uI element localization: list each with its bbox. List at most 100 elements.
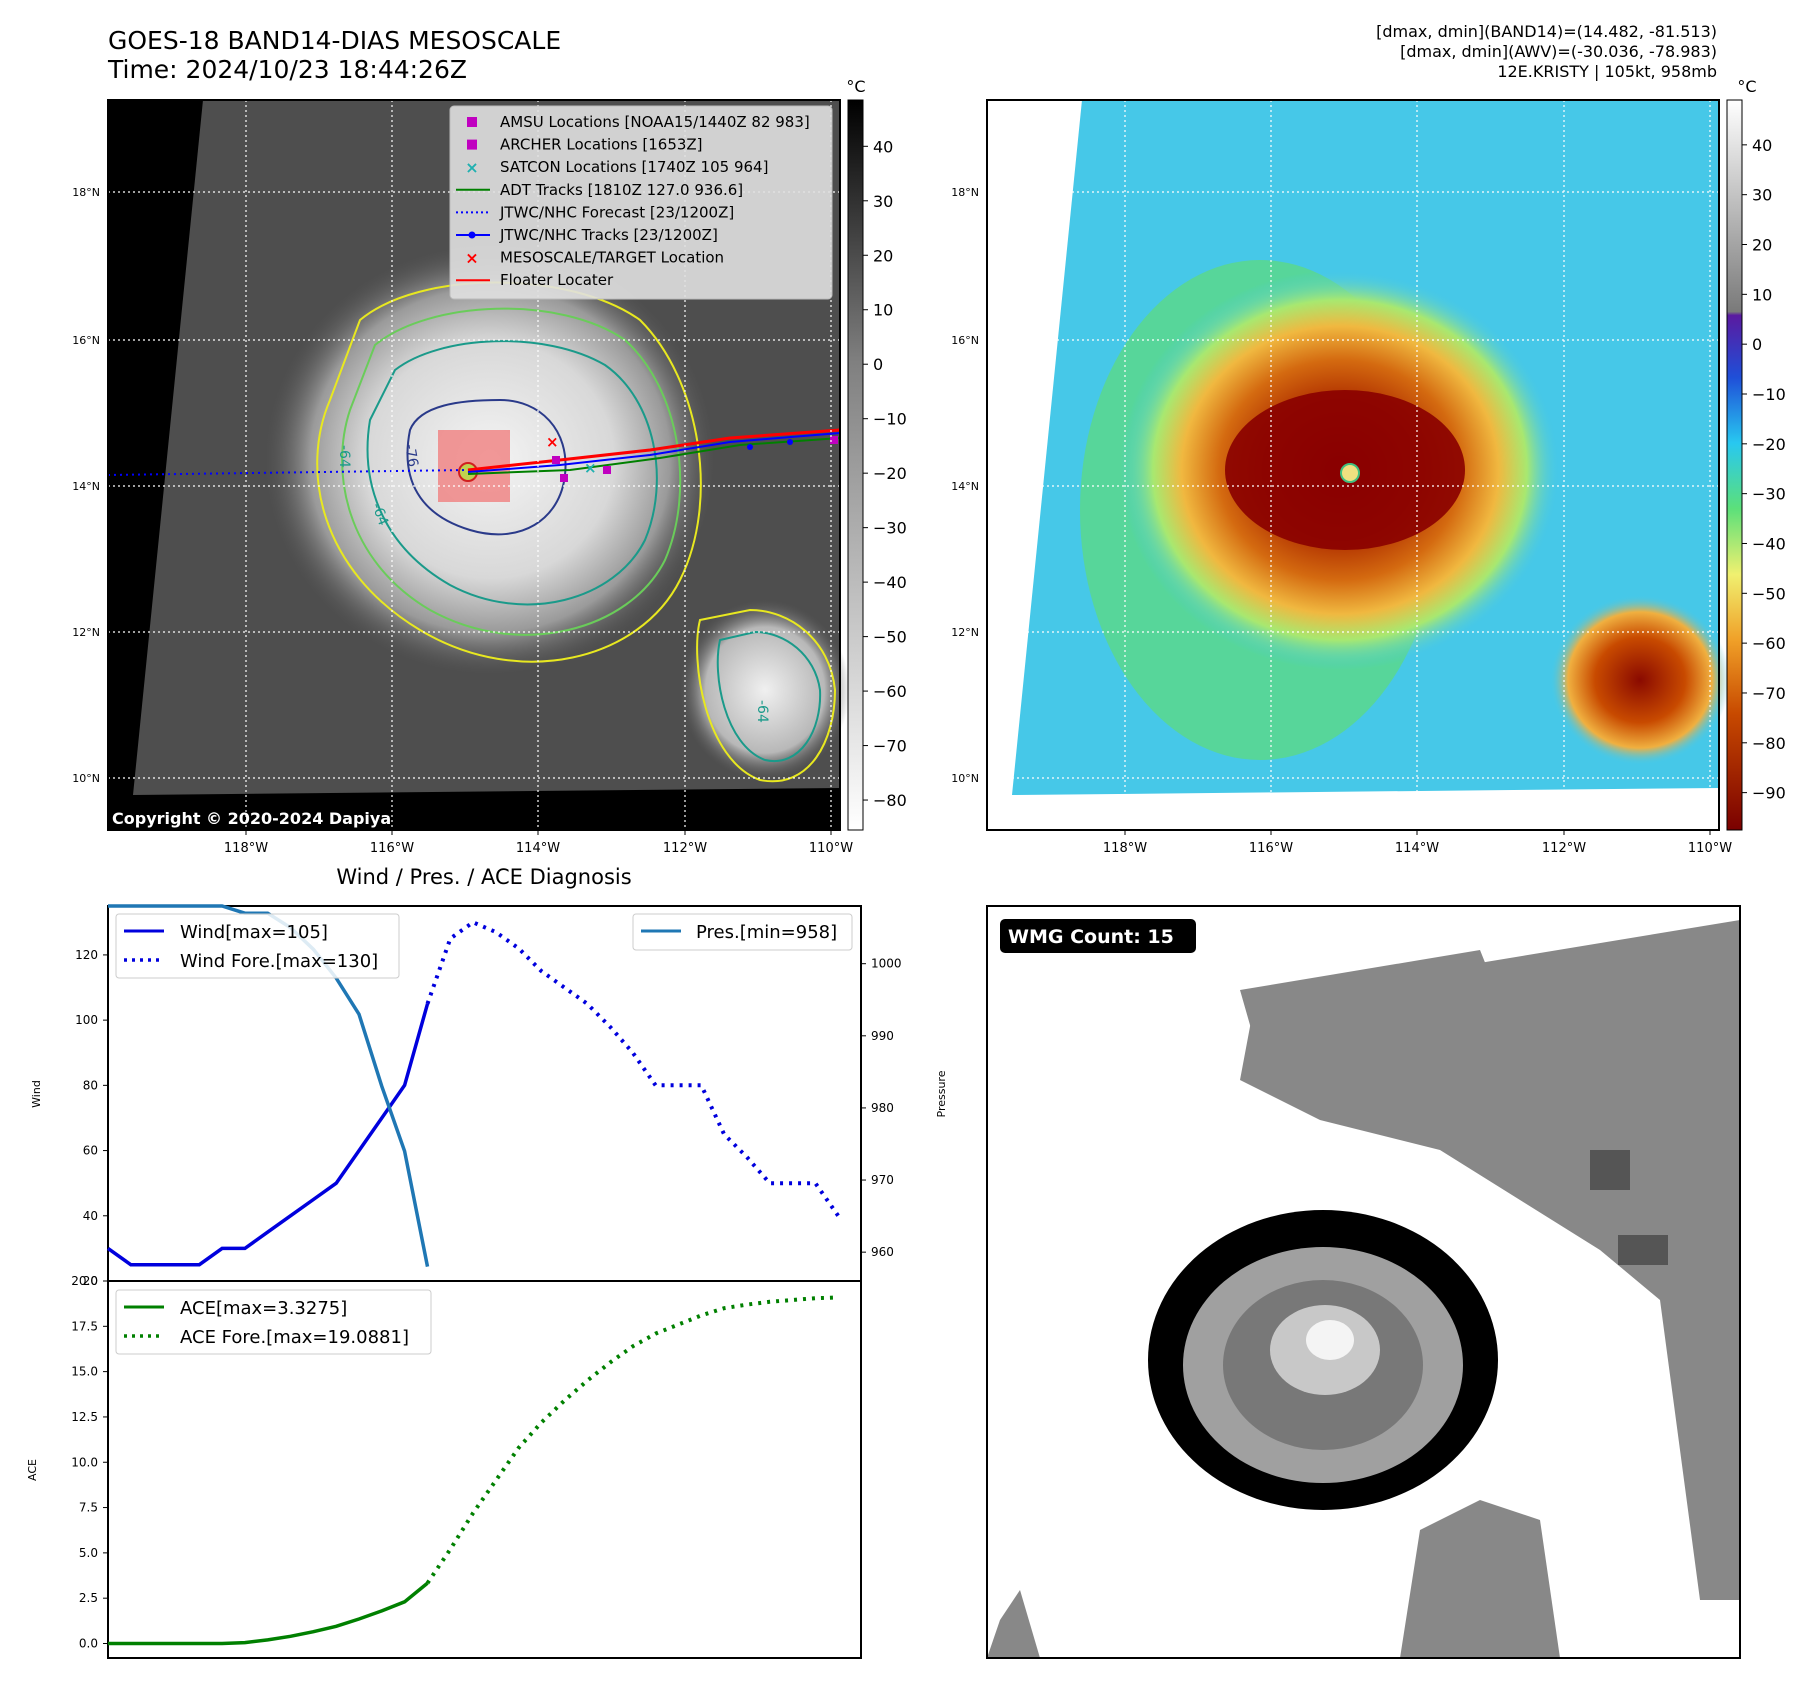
floater-locater-track: [467, 428, 841, 472]
y-right-tick-label: 970: [871, 1173, 894, 1187]
colorbar-tick-label: −90: [1752, 784, 1786, 803]
adt-track: [467, 437, 841, 475]
colorbar-tick-label: 30: [1752, 186, 1772, 205]
y-tick-label: 100: [75, 1013, 98, 1027]
colorbar-tick-label: −40: [873, 573, 907, 592]
map-lat-tick: 12°N: [72, 626, 100, 639]
map-lat-tick: 18°N: [951, 186, 979, 199]
y-tick-label: 7.5: [79, 1501, 98, 1515]
wind-axis-label: Wind: [30, 1080, 43, 1108]
awv-map-gridlines: [987, 100, 1719, 830]
legend-item-label: AMSU Locations [NOAA15/1440Z 82 983]: [500, 113, 810, 131]
colorbar-tick-label: 40: [873, 137, 893, 156]
map-lat-tick: 12°N: [951, 626, 979, 639]
band14-stats: [dmax, dmin](BAND14)=(14.482, -81.513): [1376, 22, 1717, 41]
wmg-count-label: WMG Count: 15: [1008, 926, 1174, 948]
colorbar-tick-label: −10: [873, 410, 907, 429]
legend-item-label: ADT Tracks [1810Z 127.0 936.6]: [500, 181, 743, 199]
y-right-tick-label: 960: [871, 1245, 894, 1259]
storm-info: 12E.KRISTY | 105kt, 958mb: [1497, 62, 1717, 81]
y-right-tick-label: 990: [871, 1029, 894, 1043]
colorbar-tick-label: −80: [873, 791, 907, 810]
copyright-label: Copyright © 2020-2024 Dapiya: [112, 809, 391, 828]
wmg-dark-patch: [1618, 1235, 1668, 1265]
wmg-panel: WMG Count: 15: [986, 905, 1741, 1659]
colorbar-tick-label: −30: [873, 519, 907, 538]
figure-time: Time: 2024/10/23 18:44:26Z: [108, 55, 467, 84]
colorbar-tick-label: 0: [873, 355, 883, 374]
awv-stats: [dmax, dmin](AWV)=(-30.036, -78.983): [1400, 42, 1717, 61]
ir-map-panel: -76 -64 -64 -64 × ×: [107, 99, 850, 831]
map-lon-tick: 114°W: [516, 841, 560, 856]
ace-legend-item: ACE Fore.[max=19.0881]: [180, 1327, 409, 1348]
y-tick-label: 12.5: [71, 1410, 98, 1424]
awv-storm-eye: [1340, 463, 1360, 483]
colorbar-tick-label: 20: [1752, 236, 1772, 255]
y-right-tick-label: 980: [871, 1101, 894, 1115]
colorbar-tick-label: −60: [1752, 634, 1786, 653]
wmg-frame: [986, 905, 1741, 1659]
colorbar-tick-label: −30: [1752, 485, 1786, 504]
legend-marker: ×: [465, 158, 478, 177]
legend-item-label: MESOSCALE/TARGET Location: [500, 249, 724, 267]
wmg-cloud-region-sw: [987, 1590, 1040, 1658]
jtwc-forecast-track: [107, 469, 469, 476]
map-lon-tick: 116°W: [1249, 841, 1293, 856]
wind-legend-item: Wind[max=105]: [180, 922, 328, 943]
ir-contour-label: -64: [754, 700, 770, 723]
legend-marker: [467, 117, 477, 127]
map-axis-ticks: 18°N 18°N 16°N 16°N 14°N 14°N 12°N 12°N 10°N 10°N…: [72, 186, 1732, 856]
y-tick-label: 15.0: [71, 1365, 98, 1379]
legend-item-label: JTWC/NHC Tracks [23/1200Z]: [499, 226, 718, 244]
map-lon-tick: 114°W: [1395, 841, 1439, 856]
map-lat-tick: 16°N: [951, 334, 979, 347]
track-points: × ×: [546, 433, 838, 482]
map-lat-tick: 16°N: [72, 334, 100, 347]
pressure-legend-item: Pres.[min=958]: [696, 922, 837, 943]
colorbar-tick-label: 40: [1752, 136, 1772, 155]
colorbar-tick-label: −10: [1752, 385, 1786, 404]
map-lon-tick: 110°W: [809, 841, 853, 856]
ace-legend: ACE[max=3.3275] ACE Fore.[max=19.0881]: [115, 1289, 432, 1355]
ace-axis-label: ACE: [26, 1459, 39, 1481]
legend-item-label: ARCHER Locations [1653Z]: [500, 136, 703, 154]
ir-contour-secondary-inner: [716, 630, 822, 763]
legend-marker: ×: [465, 249, 478, 268]
ir-contour-mid: [341, 307, 682, 636]
colorbar-tick-label: −20: [873, 464, 907, 483]
colorbar-tick-label: −50: [1752, 584, 1786, 603]
map-lon-tick: 118°W: [1103, 841, 1147, 856]
map-lon-tick: 112°W: [663, 841, 707, 856]
map-lat-tick: 10°N: [951, 772, 979, 785]
map-lon-tick: 110°W: [1688, 841, 1732, 856]
ir-secondary-cloud: [680, 600, 850, 780]
series-line: [108, 1581, 429, 1646]
wmg-cloud-region: [1240, 920, 1740, 1600]
y-tick-label: 40: [83, 1209, 98, 1223]
y-tick-label: 10.0: [71, 1455, 98, 1469]
ir-contour-label: -64: [368, 501, 391, 528]
ir-contour-secondary: [696, 608, 837, 783]
colorbar-tick-label: 10: [873, 301, 893, 320]
y-tick-label: 20: [83, 1274, 98, 1288]
colorbar-tick-label: 0: [1752, 335, 1762, 354]
wmg-cloud-region-north: [1240, 950, 1500, 1060]
map-lon-tick: 118°W: [224, 841, 268, 856]
map-lon-tick: 112°W: [1542, 841, 1586, 856]
ir-map-legend: AMSU Locations [NOAA15/1440Z 82 983] ARCH…: [449, 105, 833, 300]
awv-secondary-storm: [1550, 595, 1730, 765]
map-lat-tick: 18°N: [72, 186, 100, 199]
pressure-axis-label: Pressure: [935, 1070, 948, 1117]
y-tick-label: 20.0: [71, 1274, 98, 1288]
legend-item-label: JTWC/NHC Forecast [23/1200Z]: [499, 203, 734, 221]
y-right-tick-label: 1000: [871, 957, 902, 971]
awv-map-frame: [986, 99, 1720, 831]
pressure-legend: Pres.[min=958]: [632, 913, 853, 951]
map-lat-tick: 14°N: [951, 480, 979, 493]
colorbar-tick-label: −80: [1752, 734, 1786, 753]
map-lat-tick: 10°N: [72, 772, 100, 785]
figure-title-block: GOES-18 BAND14-DIAS MESOSCALE Time: 2024…: [108, 26, 561, 84]
y-tick-label: 0.0: [79, 1637, 98, 1651]
svg-text:×: ×: [546, 433, 559, 451]
